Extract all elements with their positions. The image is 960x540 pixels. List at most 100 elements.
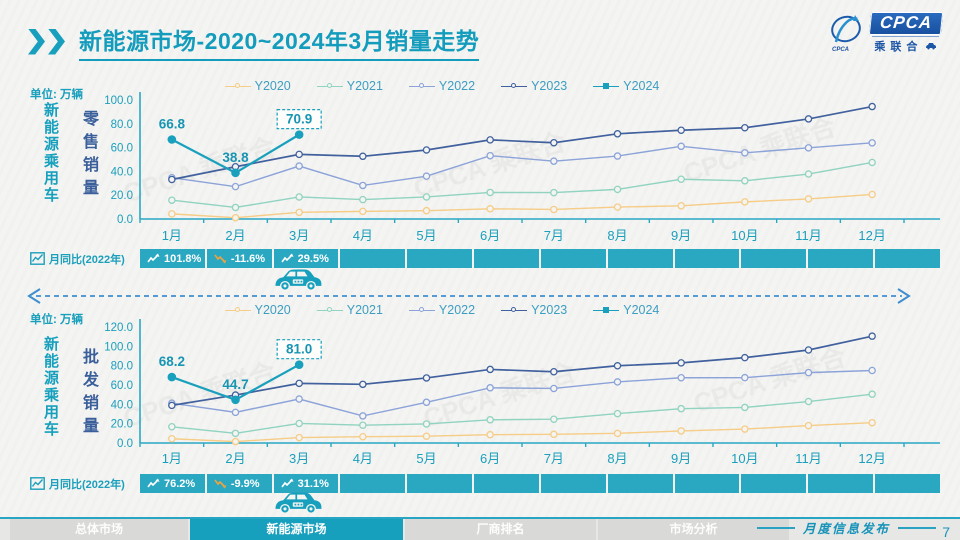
yoy-cell-month-5 xyxy=(407,474,473,493)
data-point-Y2023 xyxy=(359,152,367,161)
yoy-cell-month-3: 31.1% xyxy=(273,474,339,493)
yoy-cell-month-2: -11.6% xyxy=(206,249,272,268)
nav-tab-1[interactable]: 总体市场 xyxy=(10,519,188,540)
bottom-nav: 总体市场 新能源市场 厂商排名 市场分析 xyxy=(0,517,960,540)
data-point-Y2021 xyxy=(677,404,685,413)
x-tick-label: 12月 xyxy=(858,451,885,466)
mini-chart-icon xyxy=(30,252,45,265)
legend-label: Y2022 xyxy=(438,79,476,93)
yoy-cell-month-10 xyxy=(741,249,807,268)
tiny-car-icon xyxy=(926,43,937,50)
y-tick-label: 100.0 xyxy=(104,341,133,353)
data-point-Y2023 xyxy=(168,401,176,410)
yoy-cell-month-11 xyxy=(808,249,874,268)
data-point-Y2023 xyxy=(804,346,813,354)
watermark-text: CPCA 乘联合 xyxy=(119,131,280,209)
ev-car-icon xyxy=(275,492,322,514)
legend-marker-icon xyxy=(316,82,343,88)
legend-label: Y2021 xyxy=(346,303,383,317)
data-point-Y2020 xyxy=(550,430,558,439)
yoy-value: 31.1% xyxy=(297,477,329,490)
data-point-Y2021 xyxy=(359,421,367,429)
data-point-Y2022 xyxy=(613,378,622,386)
x-tick-label: 2月 xyxy=(225,228,245,243)
x-tick-label: 3月 xyxy=(289,451,309,466)
x-tick-label: 6月 xyxy=(480,451,500,466)
watermark-text: CPCA 乘联合 xyxy=(689,341,850,419)
legend-label: Y2024 xyxy=(623,79,660,93)
data-point-Y2024 xyxy=(294,360,304,370)
data-point-Y2020 xyxy=(741,198,749,206)
yoy-row-wholesale: 月同比(2022年) 76.2% -9.9% 31.1% xyxy=(0,474,940,493)
yoy-value: 101.8% xyxy=(164,252,202,265)
data-point-Y2024 xyxy=(167,135,177,144)
legend-marker-icon xyxy=(224,82,251,88)
data-point-Y2021 xyxy=(868,390,876,398)
data-point-Y2020 xyxy=(868,418,876,427)
y-tick-label: 80.0 xyxy=(111,361,133,373)
data-point-Y2021 xyxy=(422,420,431,428)
data-point-Y2021 xyxy=(550,188,558,197)
trend-down-icon xyxy=(214,479,227,489)
legend-item-Y2021: Y2021 xyxy=(316,303,383,317)
data-point-Y2023 xyxy=(868,102,876,111)
legend-marker-icon xyxy=(593,306,620,313)
ev-car-icon xyxy=(275,269,322,291)
data-point-Y2021 xyxy=(231,203,240,212)
logo-subtitle: 乘联合 xyxy=(874,41,923,53)
x-tick-label: 5月 xyxy=(416,451,436,466)
data-point-Y2022 xyxy=(231,182,240,191)
data-point-Y2023 xyxy=(359,380,367,389)
trend-up-icon xyxy=(147,253,160,263)
data-point-Y2022 xyxy=(550,384,558,393)
y-tick-label: 100.0 xyxy=(104,95,133,107)
series-line-Y2022 xyxy=(171,369,873,417)
data-point-Y2021 xyxy=(677,175,685,184)
logo-cpca-text: CPCA xyxy=(868,12,944,35)
data-point-Y2020 xyxy=(422,432,431,440)
plot-wholesale: 0.0 20.0 40.0 60.0 80.0 100.0 120.0 1月 2月 3月 4月 5月 6… xyxy=(104,319,940,466)
data-point-Y2023 xyxy=(486,136,494,144)
legend-label: Y2020 xyxy=(254,303,291,317)
x-tick-label: 11月 xyxy=(795,228,822,243)
data-point-Y2022 xyxy=(359,181,367,190)
data-point-Y2022 xyxy=(550,157,558,165)
trend-down-icon xyxy=(214,254,227,264)
data-point-Y2021 xyxy=(613,409,622,418)
data-point-Y2024 xyxy=(231,168,240,178)
legend-item-Y2022: Y2022 xyxy=(408,303,475,317)
data-point-Y2020 xyxy=(359,207,367,216)
nav-tab-4[interactable]: 市场分析 xyxy=(598,519,789,540)
data-point-Y2020 xyxy=(295,433,303,442)
data-point-Y2022 xyxy=(613,152,622,160)
publication-banner: 月度信息发布 xyxy=(756,518,936,537)
legend-marker-icon xyxy=(316,306,343,312)
legend-marker-icon xyxy=(224,306,251,312)
legend-label: Y2023 xyxy=(531,303,568,317)
metric-label-retail: 零售销量 xyxy=(80,110,97,202)
nav-tab-2[interactable]: 新能源市场 xyxy=(190,519,403,540)
data-point-Y2022 xyxy=(422,172,431,180)
data-point-Y2021 xyxy=(804,170,813,178)
x-tick-label: 7月 xyxy=(544,451,564,466)
trend-up-icon xyxy=(281,478,294,488)
y-tick-label: 0.0 xyxy=(117,214,133,226)
yoy-cell-month-9 xyxy=(674,249,740,268)
x-tick-label: 9月 xyxy=(671,228,691,243)
publication-title: 月度信息发布 xyxy=(802,522,890,536)
data-point-Y2021 xyxy=(231,429,240,438)
legend-retail: Y2020 Y2021 Y2022 Y2023 Y2024 xyxy=(60,78,824,94)
data-point-Y2022 xyxy=(741,373,749,382)
data-point-Y2020 xyxy=(295,208,303,217)
category-label-wholesale: 新能源乘用车 xyxy=(42,336,59,438)
series-line-Y2023 xyxy=(171,105,873,181)
data-point-Y2023 xyxy=(677,359,685,367)
data-point-Y2021 xyxy=(550,415,558,423)
data-point-Y2020 xyxy=(168,210,176,218)
data-point-Y2023 xyxy=(868,332,876,340)
series-line-Y2020 xyxy=(171,193,873,219)
x-tick-label: 1月 xyxy=(162,451,182,466)
x-tick-label: 8月 xyxy=(607,451,627,466)
y-tick-label: 120.0 xyxy=(104,322,133,334)
nav-tab-3[interactable]: 厂商排名 xyxy=(405,519,596,540)
